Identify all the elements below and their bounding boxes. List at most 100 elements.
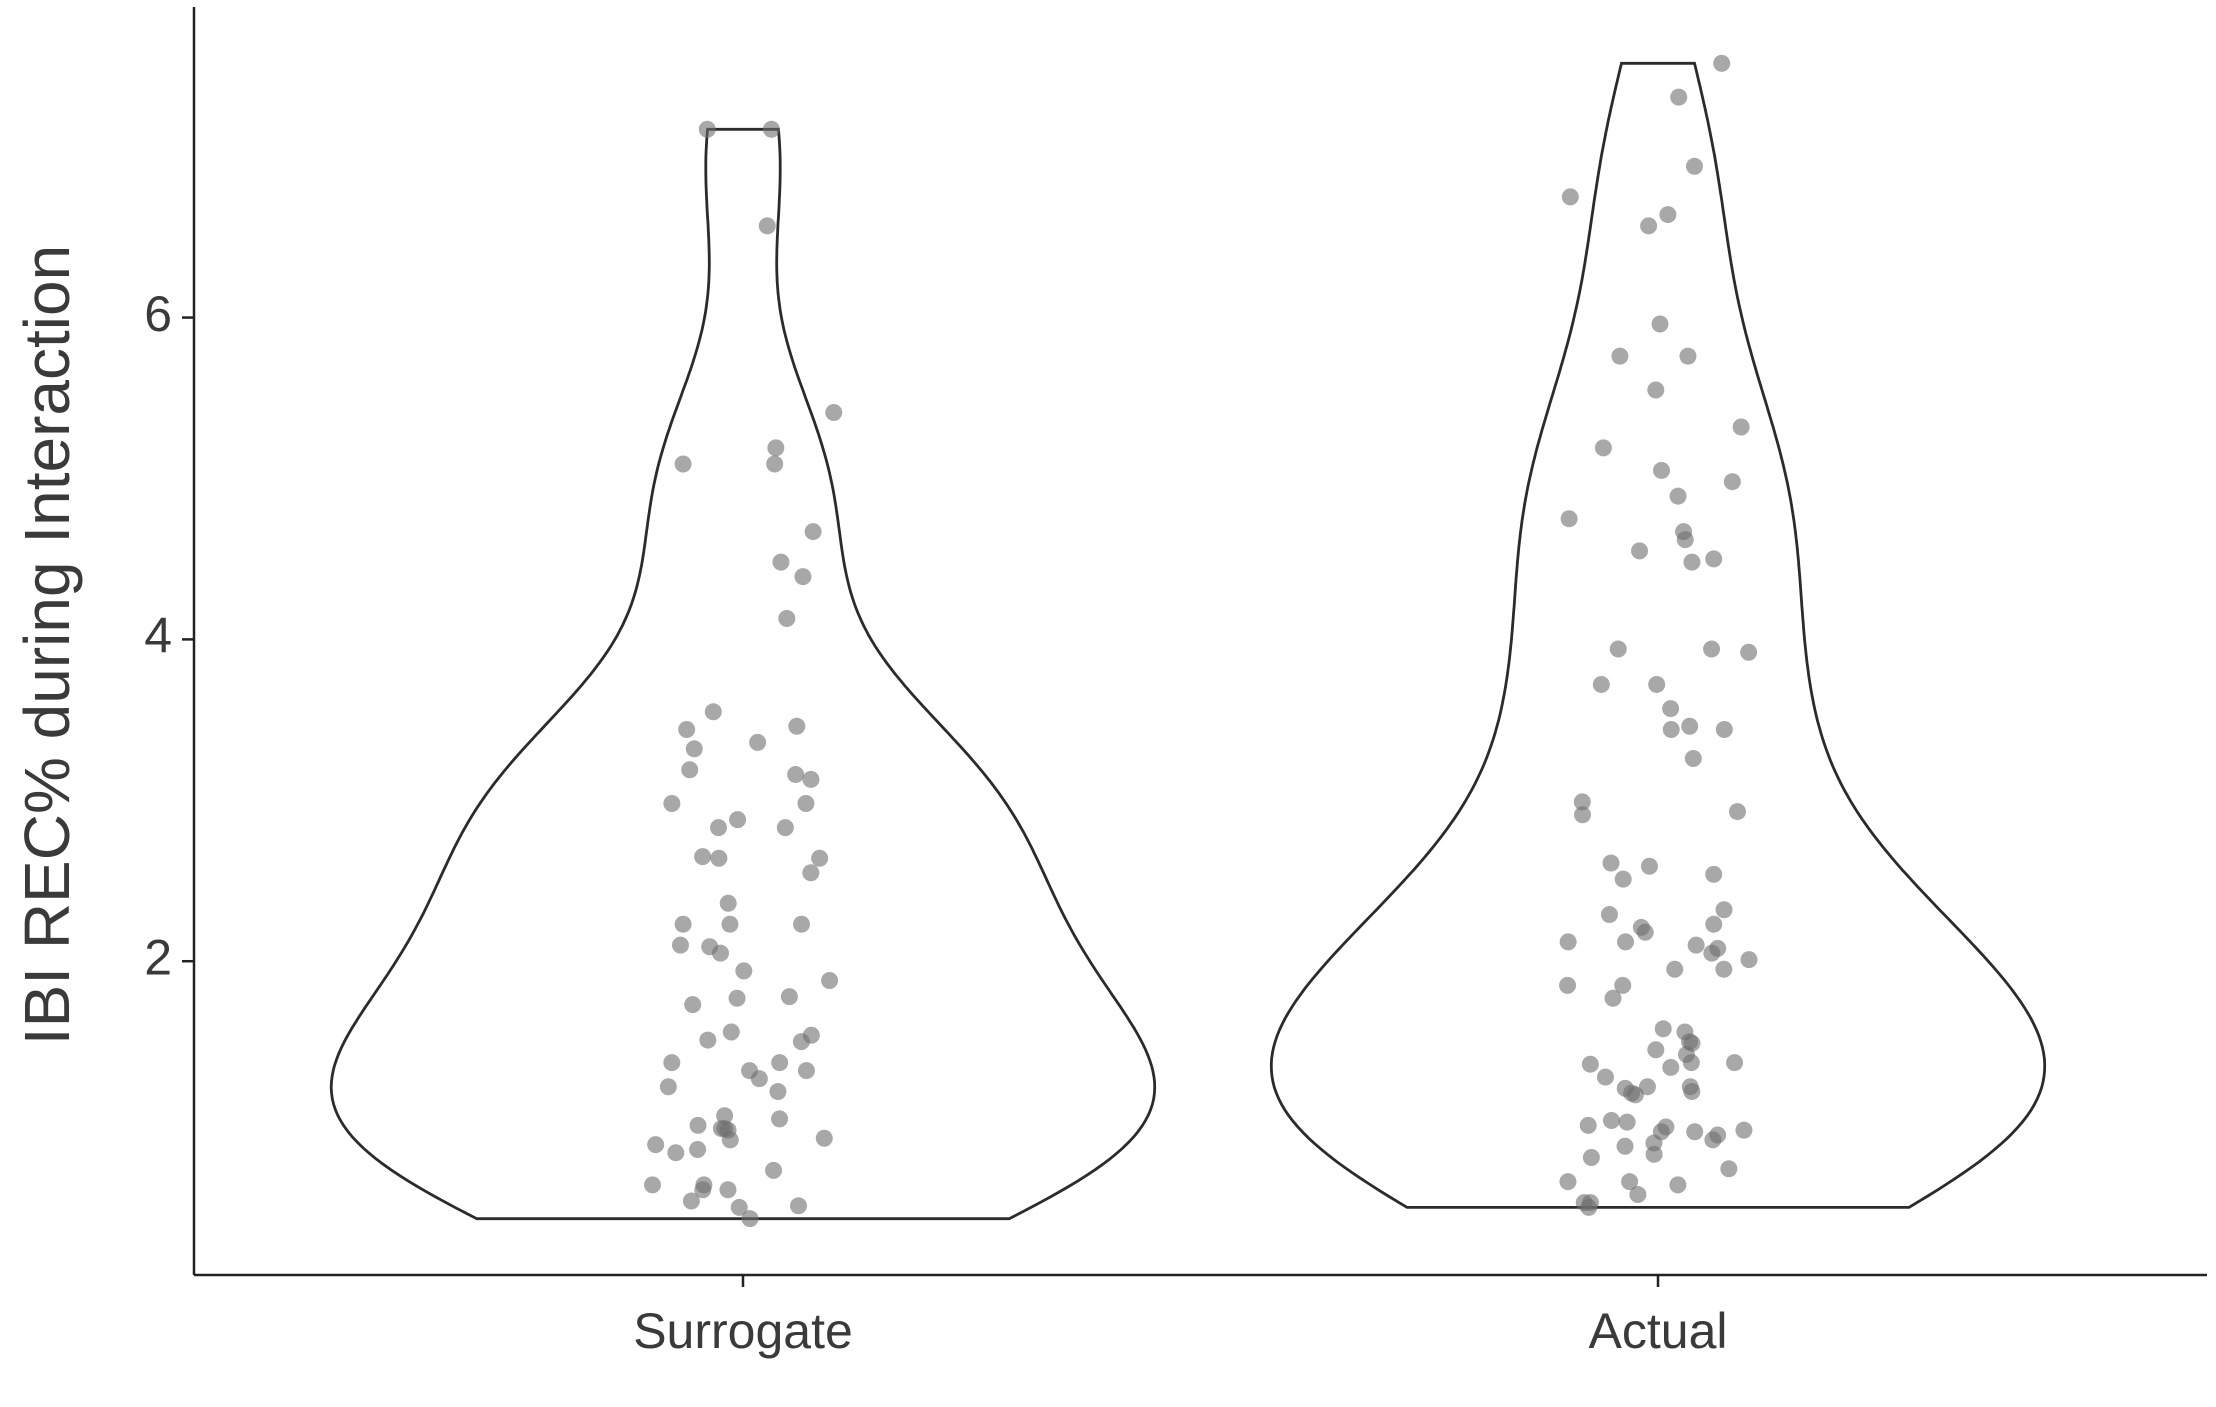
- data-point: [1726, 1054, 1744, 1072]
- data-point: [674, 455, 692, 473]
- data-point: [671, 936, 689, 954]
- data-point: [1640, 857, 1658, 875]
- data-point: [767, 439, 785, 457]
- data-point: [1559, 933, 1577, 951]
- data-point: [1645, 1145, 1663, 1163]
- data-point: [719, 1181, 737, 1199]
- data-point: [1705, 865, 1723, 883]
- data-point: [730, 1198, 748, 1216]
- data-point: [1648, 675, 1666, 693]
- y-axis-title: IBI REC% during Interaction: [11, 245, 83, 1045]
- data-point: [716, 1107, 734, 1125]
- data-point: [1640, 217, 1658, 235]
- data-point: [1573, 793, 1591, 811]
- data-point: [1662, 1058, 1680, 1076]
- data-point: [790, 1197, 808, 1215]
- data-point: [1561, 188, 1579, 206]
- data-point: [793, 915, 811, 933]
- data-point: [1647, 1041, 1665, 1059]
- data-point: [1581, 1055, 1599, 1073]
- data-point: [797, 1062, 815, 1080]
- data-point: [794, 568, 812, 586]
- data-point: [811, 849, 829, 867]
- data-point: [771, 1054, 789, 1072]
- data-point: [741, 1210, 759, 1228]
- data-point: [681, 761, 699, 779]
- data-point: [719, 894, 737, 912]
- data-point: [1559, 1173, 1577, 1191]
- y-tick-label: 2: [144, 929, 172, 985]
- data-point: [772, 553, 790, 571]
- data-point: [1682, 1054, 1700, 1072]
- data-point: [1670, 88, 1688, 106]
- data-point: [698, 120, 716, 138]
- data-point: [771, 1110, 789, 1128]
- data-point: [1631, 542, 1649, 560]
- data-point: [647, 1136, 665, 1154]
- data-point: [1679, 347, 1697, 365]
- data-point: [1614, 976, 1632, 994]
- data-point: [749, 733, 767, 751]
- data-point: [1582, 1149, 1600, 1167]
- data-point: [721, 915, 739, 933]
- data-point: [1614, 870, 1632, 888]
- data-point: [1669, 1176, 1687, 1194]
- data-point: [1602, 854, 1620, 872]
- data-point: [694, 1181, 712, 1199]
- data-point: [1580, 1198, 1598, 1216]
- data-point: [1659, 206, 1677, 224]
- data-point: [1600, 906, 1618, 924]
- data-point: [1662, 721, 1680, 739]
- data-point: [1579, 1116, 1597, 1134]
- data-point: [663, 1054, 681, 1072]
- data-point: [721, 1131, 739, 1149]
- data-point: [1686, 1123, 1704, 1141]
- data-point: [778, 609, 796, 627]
- data-point: [792, 1033, 810, 1051]
- data-point: [1687, 936, 1705, 954]
- data-point: [1574, 806, 1592, 824]
- data-point: [1715, 901, 1733, 919]
- data-point: [663, 795, 681, 813]
- data-point: [821, 972, 839, 990]
- data-point: [722, 1023, 740, 1041]
- data-point: [689, 1140, 707, 1158]
- data-point: [711, 944, 729, 962]
- data-point: [1617, 933, 1635, 951]
- violin: [329, 127, 1157, 1221]
- data-point: [815, 1129, 833, 1147]
- data-point: [1715, 721, 1733, 739]
- data-point: [684, 996, 702, 1014]
- data-point: [1735, 1121, 1753, 1139]
- data-point: [674, 915, 692, 933]
- data-point: [667, 1144, 685, 1162]
- data-point: [644, 1176, 662, 1194]
- data-point: [1647, 381, 1665, 399]
- data-point: [1715, 960, 1733, 978]
- data-point: [1618, 1113, 1636, 1131]
- data-point: [1740, 951, 1758, 969]
- data-point: [802, 770, 820, 788]
- data-point: [1654, 1020, 1672, 1038]
- data-point: [704, 703, 722, 721]
- data-point: [765, 1161, 783, 1179]
- data-point: [1684, 749, 1702, 767]
- x-tick-label: Actual: [1589, 1303, 1728, 1359]
- data-point: [1594, 439, 1612, 457]
- data-point: [694, 848, 712, 866]
- data-point: [1592, 675, 1610, 693]
- data-point: [1651, 315, 1669, 333]
- data-point: [788, 717, 806, 735]
- data-point: [776, 819, 794, 837]
- data-point: [1703, 944, 1721, 962]
- data-point: [1602, 1112, 1620, 1130]
- data-point: [1723, 473, 1741, 491]
- data-point: [1611, 347, 1629, 365]
- x-tick-label: Surrogate: [633, 1303, 853, 1359]
- data-point: [1669, 487, 1687, 505]
- data-point: [1638, 1078, 1656, 1096]
- data-point: [1703, 640, 1721, 658]
- data-point: [699, 1031, 717, 1049]
- data-point: [1683, 1083, 1701, 1101]
